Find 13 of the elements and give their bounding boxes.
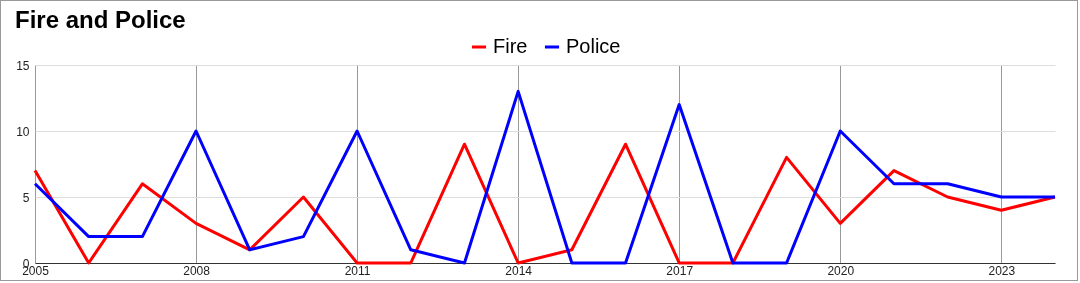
x-tick-label: 2017 — [666, 263, 694, 278]
y-tick-label: 15 — [16, 58, 30, 73]
legend-label: Fire — [493, 35, 528, 57]
y-tick-label: 10 — [16, 124, 30, 139]
x-tick-label: 2020 — [827, 263, 855, 278]
x-tick-label: 2011 — [344, 263, 371, 278]
line-series — [33, 89, 1057, 265]
x-tick-label: 2023 — [988, 263, 1016, 278]
y-tick-label: 5 — [22, 190, 30, 205]
x-tick-label: 2008 — [183, 263, 211, 278]
legend-label: Police — [566, 35, 621, 57]
x-tick-label: 2014 — [505, 263, 533, 278]
chart-title: Fire and Police — [15, 6, 186, 33]
